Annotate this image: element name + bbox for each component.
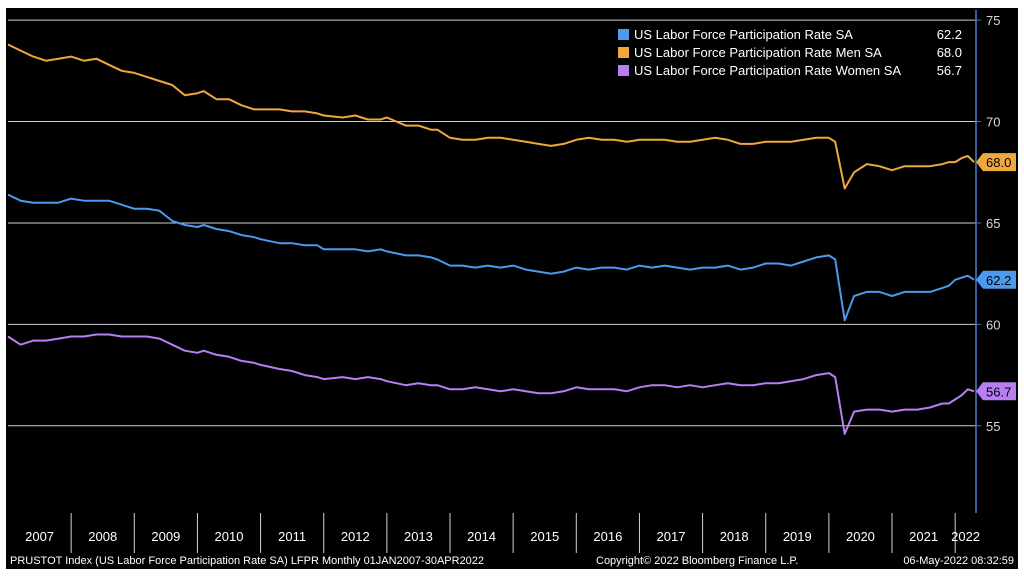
legend-swatch-1 [618,29,629,40]
legend-background [612,22,968,82]
series-line-3 [7,333,975,435]
series-end-label-2: 68.0 [976,153,1016,172]
x-tick-label-2022: 2022 [951,529,980,544]
x-tick-label-2016: 2016 [593,529,622,544]
legend-swatch-2 [618,47,629,58]
legend: US Labor Force Participation Rate SA 62.2… [612,22,968,82]
line-chart: 55 60 65 70 75 2007 2008 2009 2010 2011 2012 2013 20… [7,10,1016,553]
y-tick-label-55: 55 [986,419,1000,434]
legend-label-2: US Labor Force Participation Rate Men SA [634,45,882,60]
x-tick-label-2015: 2015 [530,529,559,544]
x-tick-label-2009: 2009 [151,529,180,544]
x-tick-label-2010: 2010 [215,529,244,544]
chart-frame: 55 60 65 70 75 2007 2008 2009 2010 2011 2012 2013 20… [6,8,1018,569]
x-tick-label-2007: 2007 [25,529,54,544]
series-line-2 [7,43,975,190]
series-end-label-text-2: 68.0 [986,155,1011,170]
y-tick-label-65: 65 [986,216,1000,231]
legend-label-3: US Labor Force Participation Rate Women … [634,63,901,78]
series-end-label-3: 56.7 [976,382,1016,401]
series-end-label-1: 62.2 [976,270,1016,289]
series-end-label-text-3: 56.7 [986,384,1011,399]
x-tick-label-2012: 2012 [341,529,370,544]
footer-source: PRUSTOT Index (US Labor Force Participat… [10,555,485,567]
x-tick-label-2011: 2011 [278,529,306,544]
legend-value-1: 62.2 [937,27,962,42]
x-tick-label-2013: 2013 [404,529,433,544]
x-tick-label-2019: 2019 [783,529,812,544]
x-tick-label-2014: 2014 [467,529,496,544]
footer-timestamp: 06-May-2022 08:32:59 [903,555,1014,567]
legend-value-2: 68.0 [937,45,962,60]
legend-label-1: US Labor Force Participation Rate SA [634,27,853,42]
series-end-label-bg-3 [976,382,1016,401]
series-end-label-text-1: 62.2 [986,273,1011,288]
y-tick-label-75: 75 [986,13,1000,28]
x-tick-label-2020: 2020 [846,529,875,544]
footer-copyright: Copyright© 2022 Bloomberg Finance L.P. [596,555,799,567]
x-tick-label-2017: 2017 [657,529,686,544]
x-tick-label-2018: 2018 [720,529,749,544]
x-tick-label-2021: 2021 [909,529,938,544]
y-tick-label-60: 60 [986,317,1000,332]
legend-value-3: 56.7 [937,63,962,78]
y-tick-label-70: 70 [986,115,1000,130]
x-tick-label-2008: 2008 [88,529,117,544]
series-line-1 [7,193,975,322]
series-end-label-bg-2 [976,153,1016,172]
legend-swatch-3 [618,65,629,76]
series-end-label-bg-1 [976,270,1016,289]
